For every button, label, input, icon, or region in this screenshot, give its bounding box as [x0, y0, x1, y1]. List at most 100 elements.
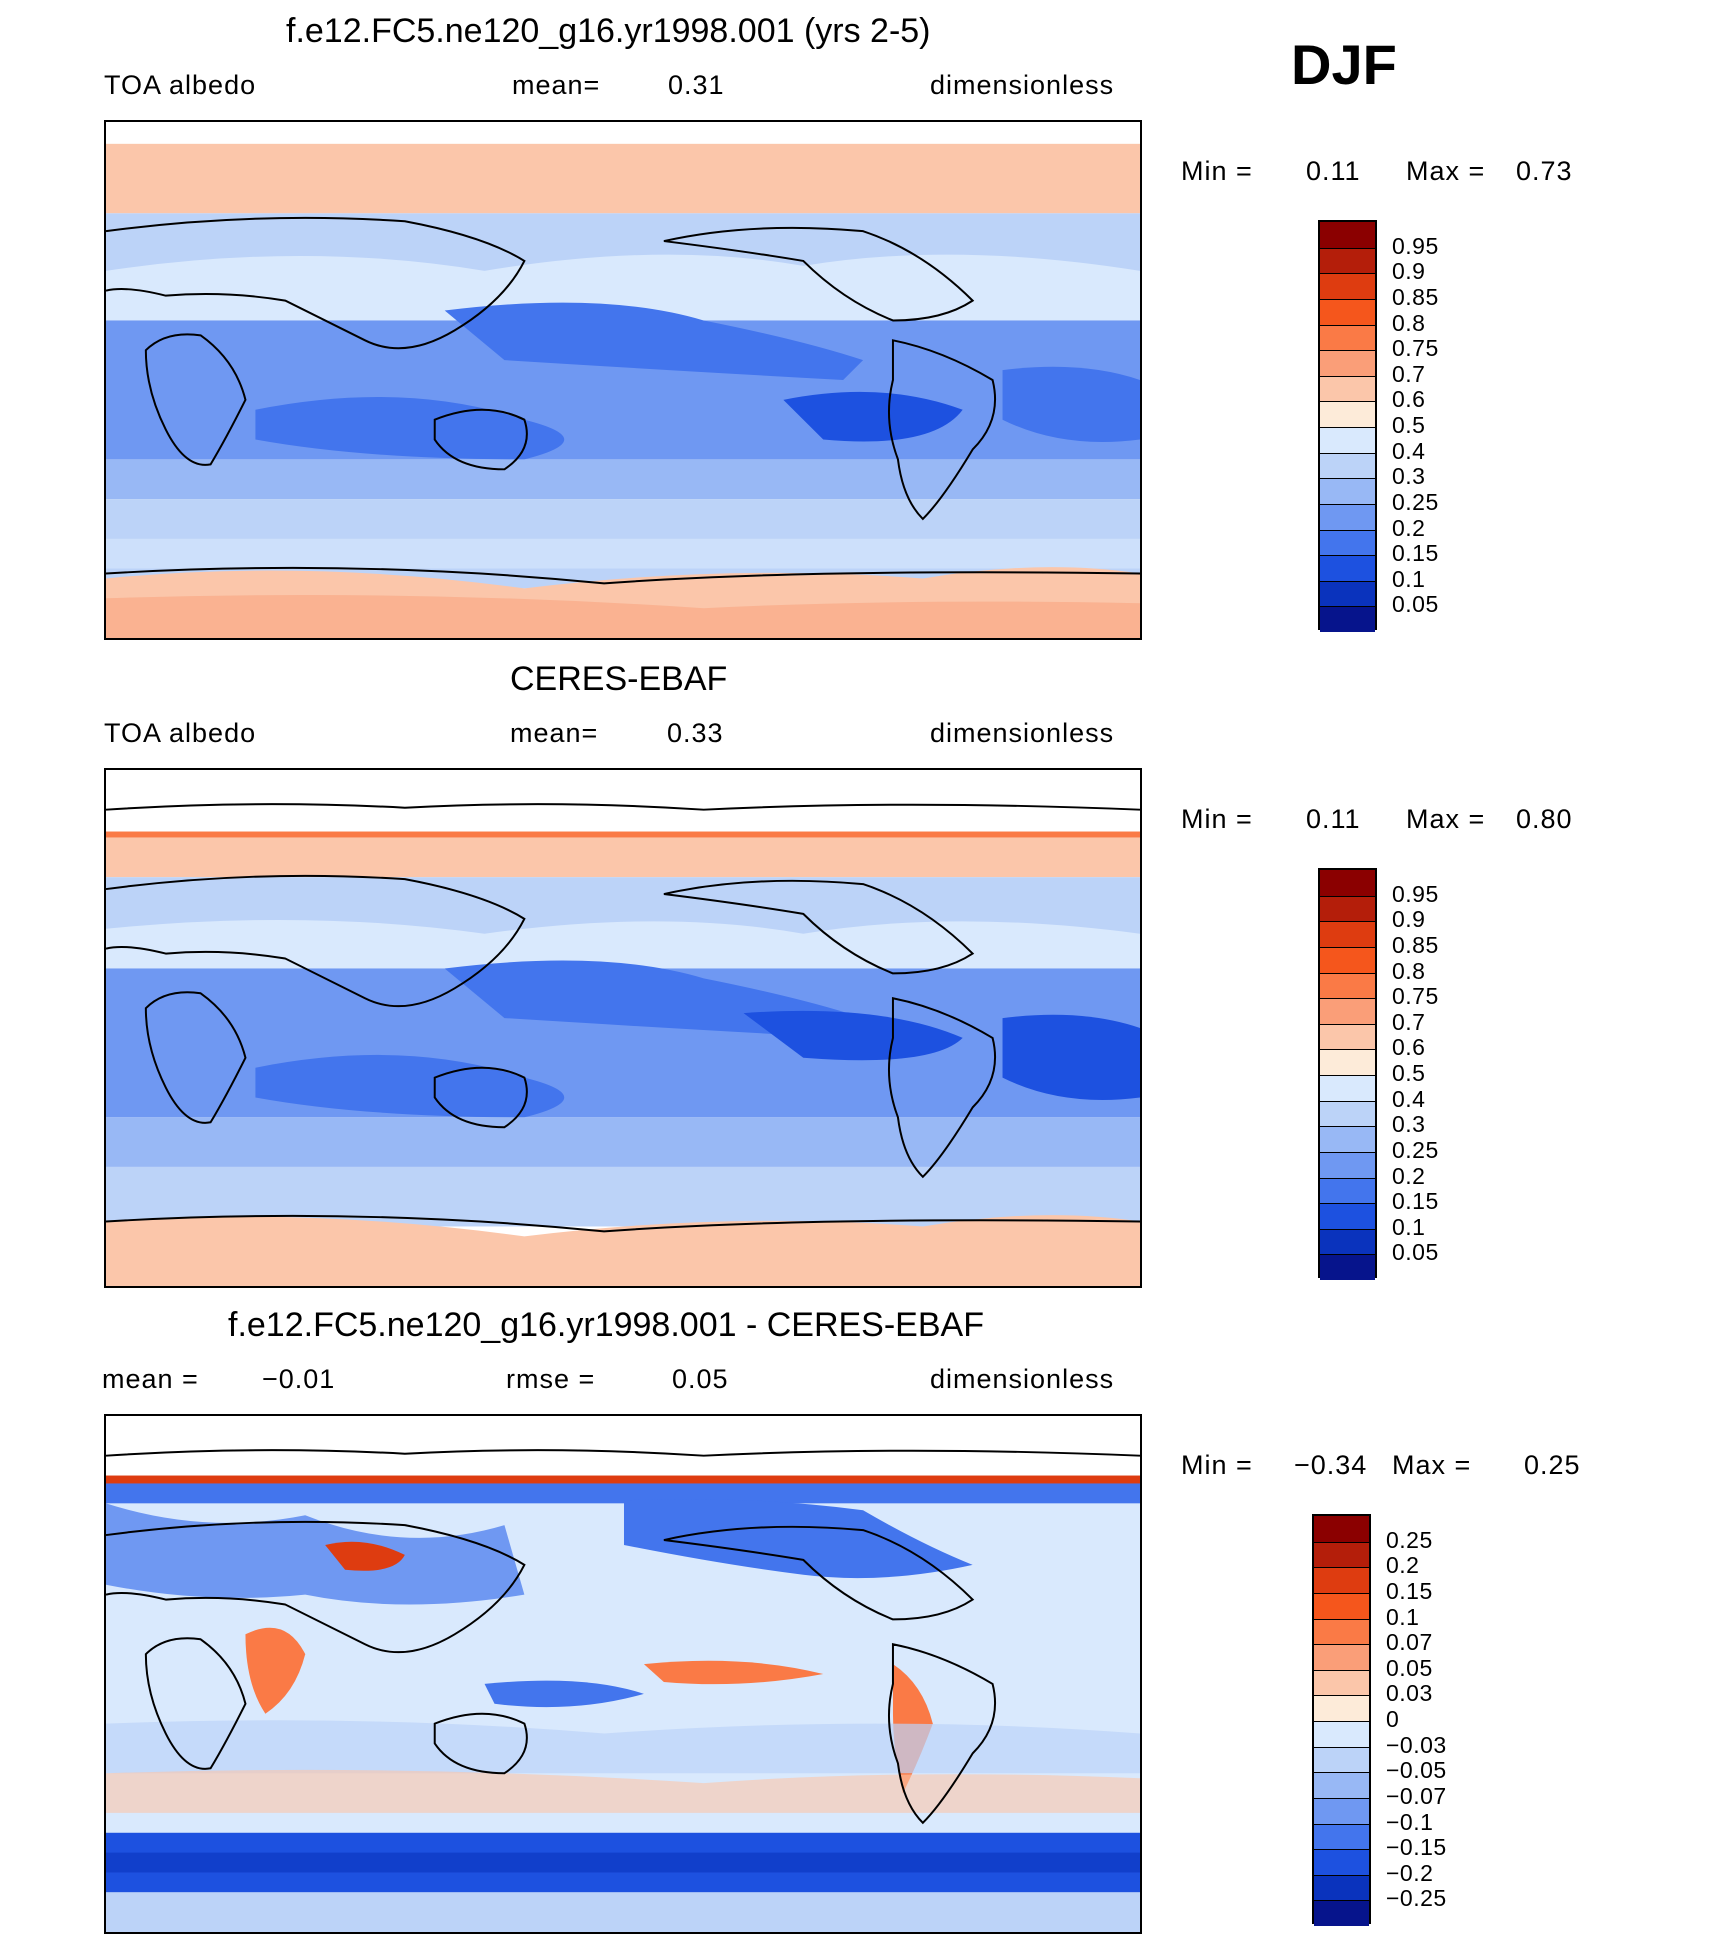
panel-2-min-label: Min =	[1181, 804, 1253, 834]
panel-3-contour-plot	[106, 1416, 1140, 1932]
colorbar-tick-label: 0.7	[1392, 1008, 1426, 1035]
colorbar-tick-label: 0.9	[1392, 906, 1426, 933]
colorbar-swatch	[1314, 1567, 1369, 1593]
colorbar-tick-label: 0.1	[1386, 1603, 1420, 1630]
panel-1-colorbar	[1318, 220, 1377, 632]
panel-2-map	[104, 768, 1142, 1288]
panel-2-title: CERES-EBAF	[510, 660, 728, 698]
colorbar-tick-label: 0.7	[1392, 360, 1426, 387]
colorbar-tick-label: 0.15	[1392, 1188, 1439, 1215]
colorbar-tick-label: 0.25	[1392, 488, 1439, 515]
colorbar-swatch	[1320, 998, 1375, 1024]
panel-1-units: dimensionless	[930, 70, 1115, 100]
panel-3-title: f.e12.FC5.ne120_g16.yr1998.001 - CERES-E…	[228, 1306, 984, 1344]
colorbar-swatch	[1320, 1203, 1375, 1229]
colorbar-tick-label: 0.2	[1386, 1552, 1420, 1579]
panel-1-title: f.e12.FC5.ne120_g16.yr1998.001 (yrs 2-5)	[286, 12, 931, 50]
panel-2-units: dimensionless	[930, 718, 1115, 748]
colorbar-tick-label: 0.8	[1392, 309, 1426, 336]
colorbar-tick-label: −0.1	[1386, 1808, 1434, 1835]
colorbar-tick-label: −0.07	[1386, 1782, 1447, 1809]
colorbar-swatch	[1320, 529, 1375, 556]
panel-3-colorbar	[1312, 1514, 1371, 1926]
colorbar-tick-label: 0.03	[1386, 1680, 1433, 1707]
colorbar-tick-label: 0.05	[1386, 1654, 1433, 1681]
colorbar-swatch	[1320, 1023, 1375, 1050]
panel-1-max-label: Max =	[1406, 156, 1486, 186]
colorbar-swatch	[1314, 1874, 1369, 1901]
panel-3-min-label: Min =	[1181, 1450, 1253, 1480]
colorbar-tick-label: 0.4	[1392, 1085, 1426, 1112]
panel-3-mean-value: −0.01	[262, 1364, 336, 1394]
colorbar-swatch	[1320, 580, 1375, 607]
colorbar-tick-label: 0.6	[1392, 1034, 1426, 1061]
colorbar-swatch	[1320, 895, 1375, 922]
colorbar-swatch	[1314, 1900, 1369, 1926]
colorbar-swatch	[1320, 503, 1375, 530]
colorbar-swatch	[1320, 401, 1375, 427]
colorbar-tick-label: 0.25	[1392, 1136, 1439, 1163]
colorbar-swatch	[1314, 1541, 1369, 1568]
panel-3-map	[104, 1414, 1142, 1934]
colorbar-swatch	[1320, 1177, 1375, 1204]
colorbar-tick-label: −0.05	[1386, 1757, 1447, 1784]
colorbar-swatch	[1320, 1075, 1375, 1101]
panel-1-min-value: 0.11	[1306, 156, 1361, 186]
panel-1-contour-plot	[106, 122, 1140, 638]
panel-1-variable-label: TOA albedo	[104, 70, 257, 100]
colorbar-swatch	[1320, 1151, 1375, 1178]
colorbar-tick-label: 0.3	[1392, 1111, 1426, 1138]
colorbar-swatch	[1320, 273, 1375, 299]
colorbar-swatch	[1320, 870, 1375, 896]
colorbar-swatch	[1320, 247, 1375, 274]
panel-2-mean-label: mean=	[510, 718, 599, 748]
panel-2-mean-value: 0.33	[667, 718, 724, 748]
colorbar-tick-label: 0.05	[1392, 591, 1439, 618]
colorbar-tick-label: 0.95	[1392, 880, 1439, 907]
panel-3-units: dimensionless	[930, 1364, 1115, 1394]
colorbar-swatch	[1320, 375, 1375, 402]
colorbar-tick-label: 0.85	[1392, 931, 1439, 958]
colorbar-swatch	[1320, 946, 1375, 973]
colorbar-tick-label: −0.25	[1386, 1885, 1447, 1912]
colorbar-tick-label: 0.85	[1392, 283, 1439, 310]
colorbar-swatch	[1320, 478, 1375, 504]
colorbar-swatch	[1320, 606, 1375, 632]
colorbar-tick-label: 0.1	[1392, 565, 1426, 592]
colorbar-swatch	[1320, 1049, 1375, 1075]
colorbar-swatch	[1314, 1721, 1369, 1747]
colorbar-swatch	[1320, 452, 1375, 479]
colorbar-swatch	[1320, 350, 1375, 376]
panel-2-colorbar	[1318, 868, 1377, 1280]
colorbar-swatch	[1314, 1592, 1369, 1619]
colorbar-tick-label: 0.9	[1392, 258, 1426, 285]
colorbar-tick-label: 0.4	[1392, 437, 1426, 464]
colorbar-tick-label: 0.95	[1392, 232, 1439, 259]
colorbar-swatch	[1314, 1695, 1369, 1721]
colorbar-swatch	[1314, 1772, 1369, 1798]
colorbar-swatch	[1320, 427, 1375, 453]
colorbar-swatch	[1314, 1797, 1369, 1824]
colorbar-swatch	[1320, 1254, 1375, 1280]
colorbar-tick-label: 0.15	[1392, 540, 1439, 567]
panel-3-mean-label: mean =	[102, 1364, 199, 1394]
colorbar-tick-label: 0.1	[1392, 1213, 1426, 1240]
colorbar-tick-label: −0.2	[1386, 1859, 1434, 1886]
colorbar-swatch	[1320, 324, 1375, 351]
colorbar-tick-label: 0.6	[1392, 386, 1426, 413]
colorbar-swatch	[1314, 1644, 1369, 1670]
panel-3-max-label: Max =	[1392, 1450, 1472, 1480]
colorbar-swatch	[1320, 1126, 1375, 1152]
colorbar-tick-label: 0.8	[1392, 957, 1426, 984]
colorbar-swatch	[1320, 222, 1375, 248]
colorbar-tick-label: 0.25	[1386, 1526, 1433, 1553]
panel-1-max-value: 0.73	[1516, 156, 1573, 186]
panel-3-min-value: −0.34	[1294, 1450, 1368, 1480]
colorbar-tick-label: 0.75	[1392, 983, 1439, 1010]
panel-2-variable-label: TOA albedo	[104, 718, 257, 748]
colorbar-swatch	[1320, 298, 1375, 325]
colorbar-tick-label: 0.5	[1392, 412, 1426, 438]
colorbar-swatch	[1320, 555, 1375, 581]
colorbar-swatch	[1320, 1228, 1375, 1255]
colorbar-tick-label: 0.75	[1392, 335, 1439, 362]
